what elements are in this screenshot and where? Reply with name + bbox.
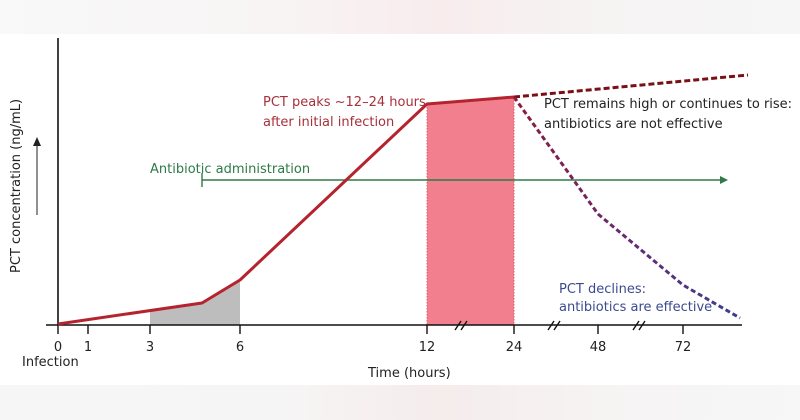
tick-label: 1: [84, 340, 92, 355]
peak-annotation-line2: after initial infection: [263, 115, 394, 130]
y-arrow-icon: [33, 137, 41, 146]
tick-label: 6: [236, 340, 244, 355]
x-ticks: [57, 325, 684, 334]
peak-annotation-line1: PCT peaks ~12–24 hours: [263, 95, 426, 110]
tick-label: 0: [54, 340, 62, 355]
top-band: [0, 0, 800, 34]
effective-annotation-line1: PCT declines:: [559, 282, 646, 297]
antibiotic-label: Antibiotic administration: [150, 162, 310, 177]
pct-effective-line: [512, 96, 741, 320]
tick-label: 72: [675, 340, 692, 355]
antibiotic-arrow-icon: [720, 176, 728, 184]
bottom-band: [0, 385, 800, 420]
pct-not-effective-line: [513, 73, 749, 99]
tick-label: 24: [506, 340, 523, 355]
tick-label: 48: [590, 340, 607, 355]
early-shaded-region: [150, 280, 240, 325]
x-axis-label: Time (hours): [367, 366, 451, 381]
x-tick-labels: 0 1 3 6 12 24 48 72: [54, 340, 691, 355]
peak-shaded-region: [427, 97, 514, 325]
pct-rise-line: [57, 95, 515, 326]
tick-label: 3: [146, 340, 154, 355]
not-effective-annotation-line2: antibiotics are not effective: [544, 117, 723, 132]
y-axis-label: PCT concentration (ng/mL): [9, 99, 24, 273]
not-effective-annotation-line1: PCT remains high or continues to rise:: [544, 97, 792, 112]
infection-label: Infection: [22, 355, 79, 370]
effective-annotation-line2: antibiotics are effective: [559, 300, 712, 315]
tick-label: 12: [419, 340, 436, 355]
axis-break-icons: [454, 320, 646, 331]
